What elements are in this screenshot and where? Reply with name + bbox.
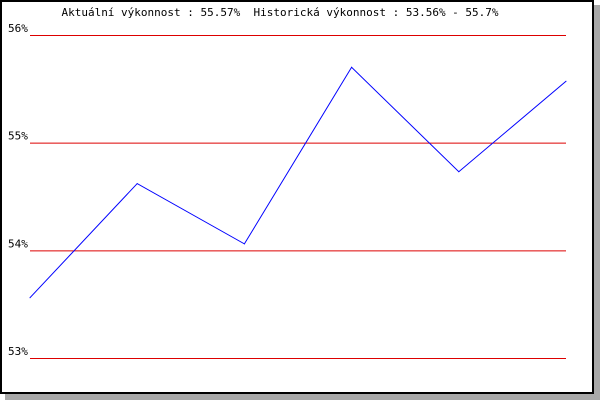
data-point [29, 297, 31, 299]
data-point [351, 66, 353, 68]
y-tick-label: 55% [8, 130, 28, 143]
data-point [136, 183, 138, 185]
y-tick-label: 54% [8, 237, 28, 250]
chart-title: Aktuální výkonnost : 55.57% Historická v… [61, 6, 499, 19]
data-point [565, 80, 567, 82]
data-point [458, 171, 460, 173]
y-tick-label: 56% [8, 22, 28, 35]
chart-frame [0, 0, 594, 394]
y-tick-label: 53% [8, 345, 28, 358]
data-point [243, 243, 245, 245]
series-line [29, 66, 567, 299]
